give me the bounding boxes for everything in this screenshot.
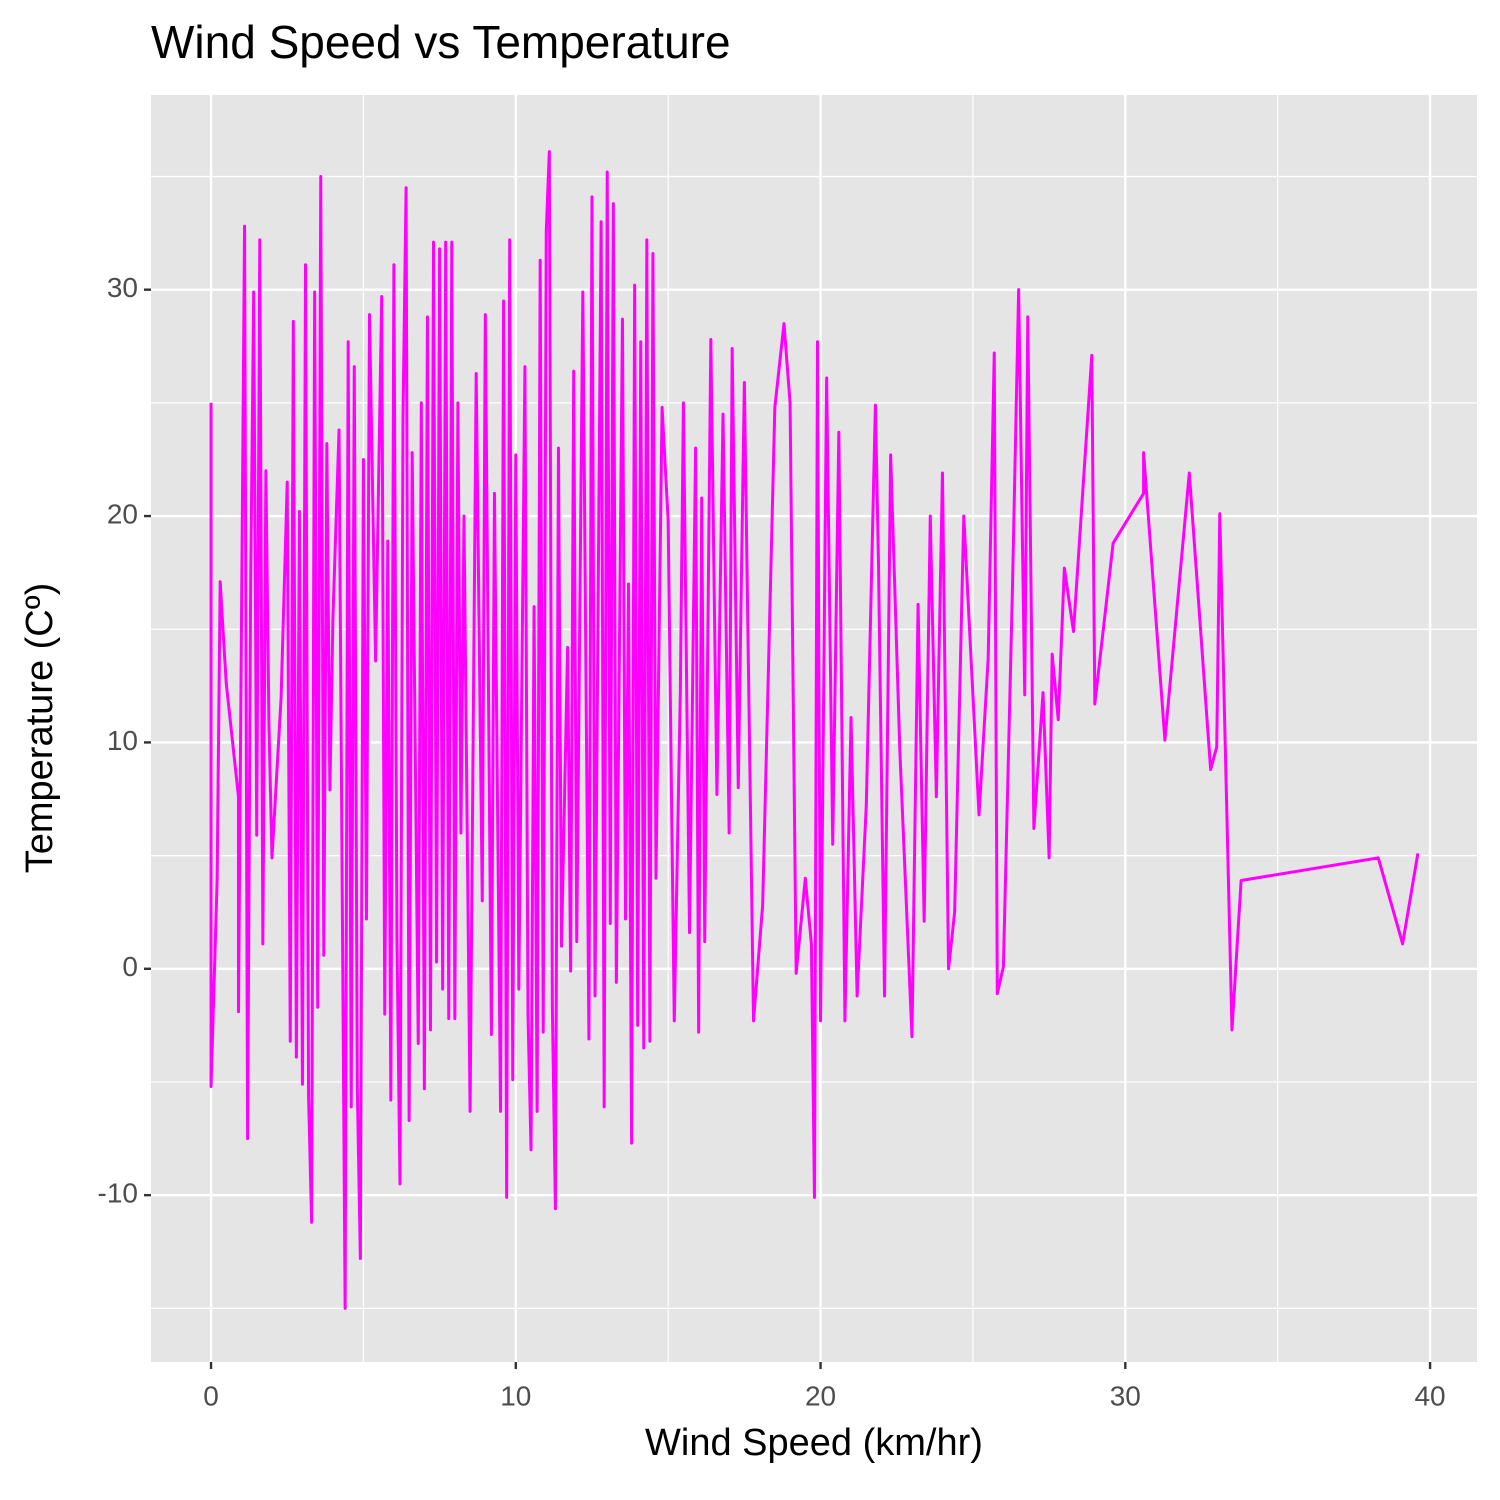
y-tick-label: 10: [107, 725, 138, 756]
x-tick-label: 40: [1414, 1380, 1445, 1411]
y-axis-title: Temperature (Cº): [19, 583, 61, 874]
plot-area: [209, 150, 1420, 1310]
chart-title: Wind Speed vs Temperature: [151, 16, 731, 68]
x-tick-label: 20: [805, 1380, 836, 1411]
y-tick-label: -10: [98, 1178, 138, 1209]
x-axis-title: Wind Speed (km/hr): [645, 1422, 983, 1464]
x-tick-label: 30: [1110, 1380, 1141, 1411]
y-tick-label: 0: [122, 951, 138, 982]
y-tick-label: 20: [107, 498, 138, 529]
x-tick-label: 0: [203, 1380, 219, 1411]
x-tick-label: 10: [500, 1380, 531, 1411]
y-tick-label: 30: [107, 272, 138, 303]
data-line: [209, 150, 1420, 1310]
